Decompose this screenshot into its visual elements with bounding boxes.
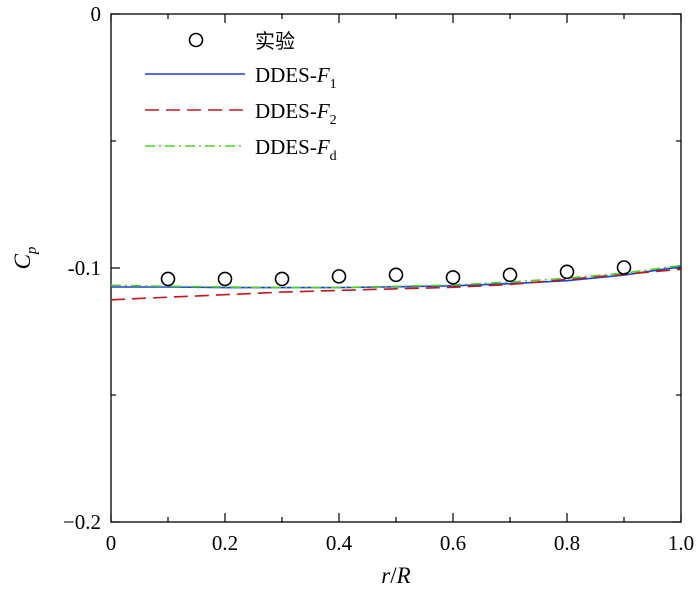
x-tick-label: 0 (106, 531, 117, 555)
experiment-point (274, 271, 290, 287)
y-axis-title: Cp (10, 246, 40, 269)
experiment-point (559, 264, 575, 280)
legend-label-sub: 1 (330, 77, 337, 92)
x-axis-title: r/R (381, 563, 410, 588)
legend-label-var: F (316, 63, 330, 87)
legend-label-experiment: 实验 (255, 29, 295, 53)
y-tick-label: −0.2 (63, 510, 101, 534)
legend-label-2: DDES-F2 (255, 99, 337, 128)
x-tick-label: 0.8 (554, 531, 580, 555)
y-axis-title-main: C (10, 253, 35, 269)
legend-marker-experiment (188, 32, 204, 48)
experiment-markers (160, 260, 632, 287)
y-tick-label: -0.1 (68, 256, 101, 280)
series-line-2 (110, 268, 682, 301)
legend-label-sub: 2 (330, 113, 337, 128)
legend-label-prefix: DDES- (255, 135, 317, 159)
experiment-point (331, 269, 347, 284)
x-axis-title-sep: / (390, 563, 397, 588)
x-tick-label: 0.2 (212, 531, 238, 555)
experiment-point (388, 267, 404, 283)
experiment-point (160, 271, 176, 287)
legend-label-var: F (316, 135, 330, 159)
legend-label-prefix: DDES- (255, 99, 317, 123)
legend-label-1: DDES-F1 (255, 63, 337, 92)
x-axis-title-var2: R (396, 563, 411, 588)
x-tick-label: 0.4 (326, 531, 353, 555)
x-tick-label: 1.0 (668, 531, 694, 555)
tick-labels: 0 0.2 0.4 0.6 0.8 1.0 0 -0.1 −0.2 (63, 2, 694, 555)
y-axis-title-sub: p (24, 246, 40, 255)
x-tick-label: 0.6 (440, 531, 466, 555)
y-tick-label: 0 (91, 2, 102, 26)
x-axis-title-var1: r (381, 563, 391, 588)
experiment-point (217, 271, 233, 287)
experiment-point (445, 270, 461, 285)
experiment-point (616, 260, 632, 275)
legend-label-d: DDES-Fd (255, 135, 337, 164)
experiment-point (502, 267, 518, 283)
legend-label-var: F (316, 99, 330, 123)
legend-label-prefix: DDES- (255, 63, 317, 87)
legend-label-sub: d (330, 149, 337, 164)
series-line-d (110, 264, 682, 289)
series-lines (110, 264, 682, 301)
